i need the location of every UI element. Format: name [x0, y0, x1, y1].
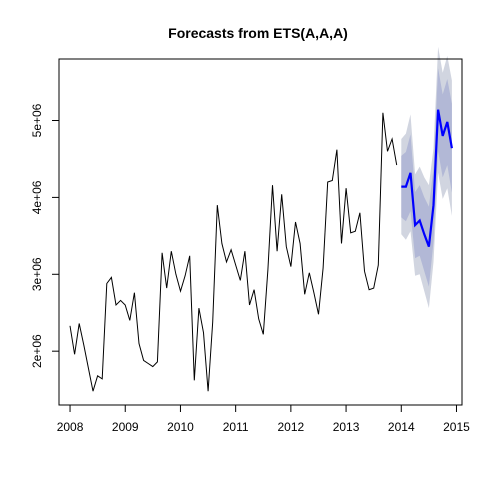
x-tick-label: 2008 — [57, 420, 84, 434]
x-tick-label: 2009 — [112, 420, 139, 434]
x-tick-label: 2013 — [333, 420, 360, 434]
x-tick-label: 2015 — [443, 420, 470, 434]
observed-series-line — [69, 112, 398, 392]
chart-title: Forecasts from ETS(A,A,A) — [168, 25, 348, 41]
x-tick-label: 2014 — [388, 420, 415, 434]
y-tick-label: 2e+06 — [30, 334, 44, 368]
series-lines — [69, 109, 453, 392]
y-axis: 2e+06 3e+06 4e+06 5e+06 — [30, 103, 60, 368]
y-tick-label: 5e+06 — [30, 103, 44, 137]
x-tick-label: 2011 — [223, 420, 249, 434]
forecast-series-line — [401, 109, 453, 247]
y-tick-label: 3e+06 — [30, 257, 44, 291]
x-axis: 2008 2009 2010 2011 2012 2013 2014 2015 — [57, 404, 470, 434]
x-tick-label: 2012 — [278, 420, 305, 434]
x-tick-label: 2010 — [167, 420, 194, 434]
y-tick-label: 4e+06 — [30, 180, 44, 214]
interval-band-80 — [401, 68, 452, 287]
